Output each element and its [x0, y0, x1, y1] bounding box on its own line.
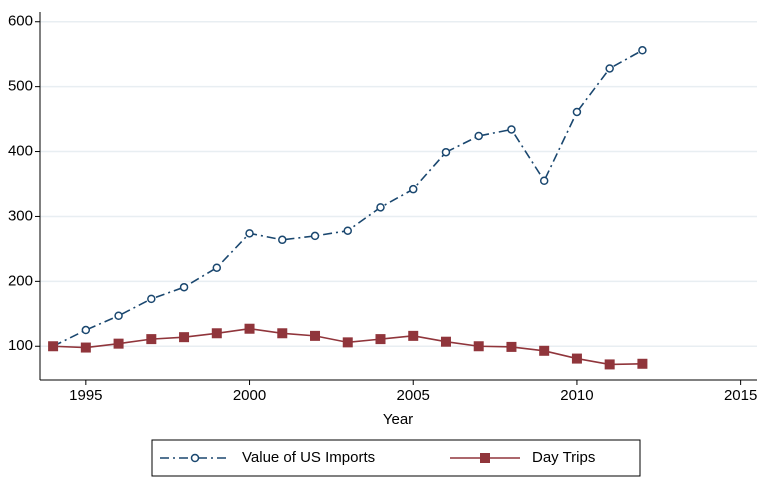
point [343, 226, 353, 235]
point [507, 125, 516, 134]
point [278, 235, 287, 245]
legend-label: Day Trips [532, 449, 595, 466]
point [179, 332, 190, 343]
point [146, 334, 157, 345]
point [310, 231, 320, 241]
y-tick-label: 100 [8, 337, 33, 354]
point [539, 176, 549, 185]
point [571, 353, 582, 364]
point [376, 203, 385, 212]
point [179, 282, 189, 292]
point [473, 341, 484, 352]
y-tick-label: 600 [8, 13, 33, 30]
point [212, 263, 222, 272]
y-tick-label: 300 [8, 207, 33, 224]
x-tick-label: 2010 [560, 387, 593, 404]
point [147, 294, 156, 304]
legend-label: Value of US Imports [242, 449, 375, 466]
point [245, 229, 254, 238]
y-tick-label: 200 [8, 272, 33, 289]
point [539, 345, 550, 356]
legend-marker [480, 453, 490, 463]
point [114, 311, 123, 320]
point [113, 338, 124, 349]
y-tick-label: 500 [8, 78, 33, 95]
point [605, 64, 614, 73]
point [244, 323, 255, 334]
point [277, 328, 288, 339]
point [80, 342, 91, 353]
point [375, 334, 386, 345]
point [638, 46, 647, 55]
point [342, 337, 353, 348]
legend-box [151, 439, 641, 477]
point [441, 147, 451, 157]
point [310, 330, 321, 341]
point [572, 107, 582, 117]
point [440, 336, 451, 347]
x-tick-label: 2015 [724, 387, 757, 404]
point [474, 131, 483, 141]
x-tick-label: 1995 [69, 387, 102, 404]
point [408, 184, 418, 194]
series-line [52, 49, 643, 347]
point [506, 341, 517, 352]
x-tick-label: 2000 [233, 387, 266, 404]
point [637, 358, 648, 369]
point [81, 325, 91, 335]
point [408, 330, 419, 341]
point [211, 328, 222, 339]
point [604, 359, 615, 370]
x-axis-label: Year [383, 411, 413, 428]
legend-marker [190, 453, 200, 463]
y-tick-label: 400 [8, 143, 33, 160]
point [48, 341, 59, 352]
x-tick-label: 2005 [397, 387, 430, 404]
